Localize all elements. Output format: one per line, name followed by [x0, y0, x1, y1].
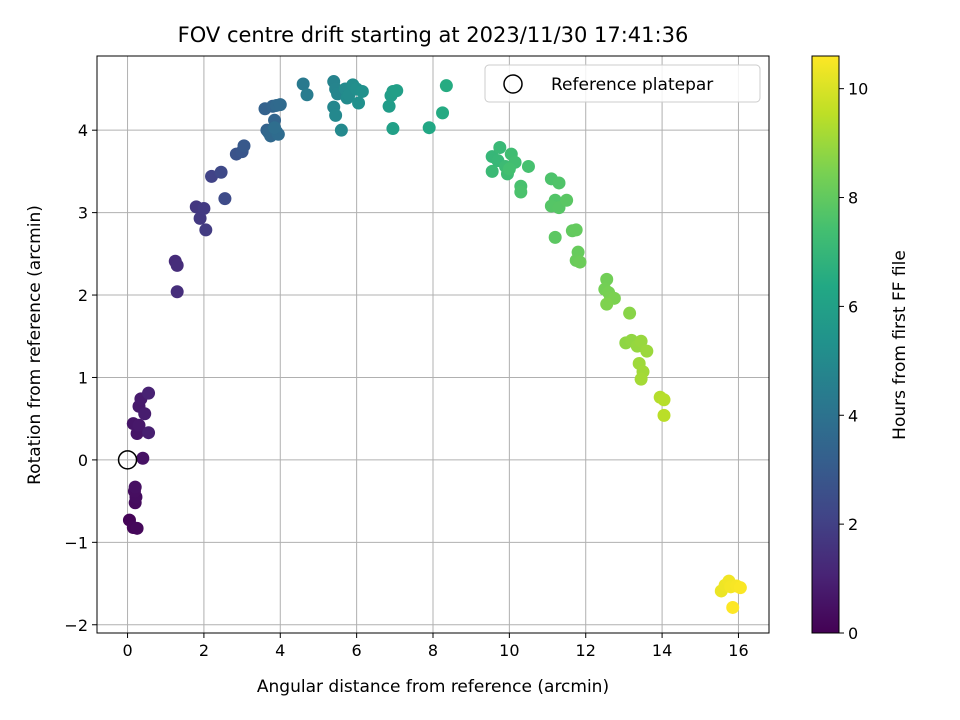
scatter-point	[560, 193, 574, 207]
x-tick-label: 10	[499, 641, 519, 660]
scatter-point	[132, 418, 146, 432]
scatter-point	[382, 99, 396, 113]
colorbar-label: Hours from first FF file	[890, 250, 910, 440]
x-tick-label: 2	[199, 641, 209, 660]
scatter-point	[552, 176, 566, 190]
scatter-point	[600, 272, 614, 286]
x-tick-label: 12	[576, 641, 596, 660]
y-tick-label: 0	[78, 451, 88, 470]
scatter-point	[199, 223, 213, 237]
scatter-point	[352, 96, 366, 110]
y-tick-label: −2	[64, 616, 88, 635]
x-tick-label: 6	[352, 641, 362, 660]
scatter-point	[300, 88, 314, 102]
y-tick-label: 4	[78, 121, 88, 140]
scatter-point	[128, 480, 142, 494]
x-tick-label: 16	[728, 641, 748, 660]
colorbar-tick-label: 8	[848, 189, 858, 208]
scatter-point	[142, 426, 156, 440]
y-axis-label: Rotation from reference (arcmin)	[25, 205, 45, 485]
scatter-point	[573, 255, 587, 269]
legend: Reference platepar	[484, 64, 761, 103]
scatter-point	[130, 521, 144, 535]
scatter-point	[600, 297, 614, 311]
x-tick-label: 0	[122, 641, 132, 660]
colorbar-tick-label: 6	[848, 297, 858, 316]
scatter-point	[493, 140, 507, 154]
scatter-point	[218, 192, 232, 206]
colorbar-tick-label: 4	[848, 406, 858, 425]
scatter-point	[657, 408, 671, 422]
y-axis-ticks: −2 −1 0 1 2 3 4	[64, 121, 97, 635]
scatter-point	[485, 164, 499, 178]
chart-title: FOV centre drift starting at 2023/11/30 …	[178, 23, 689, 47]
x-tick-label: 4	[275, 641, 285, 660]
scatter-point	[268, 121, 282, 135]
scatter-point	[296, 77, 310, 91]
y-tick-label: −1	[64, 533, 88, 552]
data-points	[122, 75, 747, 614]
scatter-point	[138, 407, 152, 421]
scatter-point	[386, 122, 400, 136]
scatter-point	[273, 98, 287, 112]
reference-platepar-marker	[117, 450, 138, 470]
scatter-point	[657, 393, 671, 407]
x-tick-label: 8	[428, 641, 438, 660]
scatter-point	[548, 230, 562, 244]
colorbar: 0 2 4 6 8 10 Hours from first FF file	[811, 55, 910, 643]
colorbar-tick-label: 0	[848, 624, 858, 643]
scatter-point	[634, 334, 648, 348]
scatter-point	[193, 211, 207, 225]
scatter-point	[214, 165, 228, 179]
scatter-point	[197, 201, 211, 215]
scatter-point	[170, 258, 184, 272]
y-tick-label: 1	[78, 368, 88, 387]
reference-marker-layer	[117, 450, 138, 470]
colorbar-gradient	[811, 55, 840, 634]
scatter-point	[334, 123, 348, 137]
scatter-point	[634, 372, 648, 386]
x-axis-label: Angular distance from reference (arcmin)	[257, 677, 609, 697]
y-tick-label: 3	[78, 204, 88, 223]
scatter-point	[237, 139, 251, 153]
colorbar-tick-label: 2	[848, 515, 858, 534]
scatter-point	[439, 79, 453, 93]
x-axis-ticks: 0 2 4 6 8 10 12 14 16	[122, 633, 749, 660]
colorbar-ticks: 0 2 4 6 8 10	[839, 80, 868, 643]
legend-box	[484, 64, 761, 103]
scatter-point	[640, 344, 654, 358]
scatter-point	[436, 106, 450, 120]
legend-label-reference: Reference platepar	[551, 75, 713, 95]
scatter-point	[521, 159, 535, 173]
scatter-point	[355, 84, 369, 98]
scatter-point	[422, 121, 436, 135]
legend-reference-marker	[503, 74, 523, 94]
scatter-point	[136, 451, 150, 465]
grid-lines	[97, 56, 769, 633]
scatter-point	[142, 386, 156, 400]
scatter-point	[329, 108, 343, 122]
scatter-point	[569, 223, 583, 237]
scatter-point	[623, 306, 637, 320]
y-tick-label: 2	[78, 286, 88, 305]
scatter-point	[170, 285, 184, 299]
scatter-point	[514, 185, 528, 199]
scatter-point	[733, 581, 747, 595]
colorbar-tick-label: 10	[848, 80, 868, 99]
x-tick-label: 14	[652, 641, 672, 660]
scatter-point	[502, 162, 516, 176]
scatter-point	[390, 84, 404, 98]
scatter-point	[726, 600, 740, 614]
